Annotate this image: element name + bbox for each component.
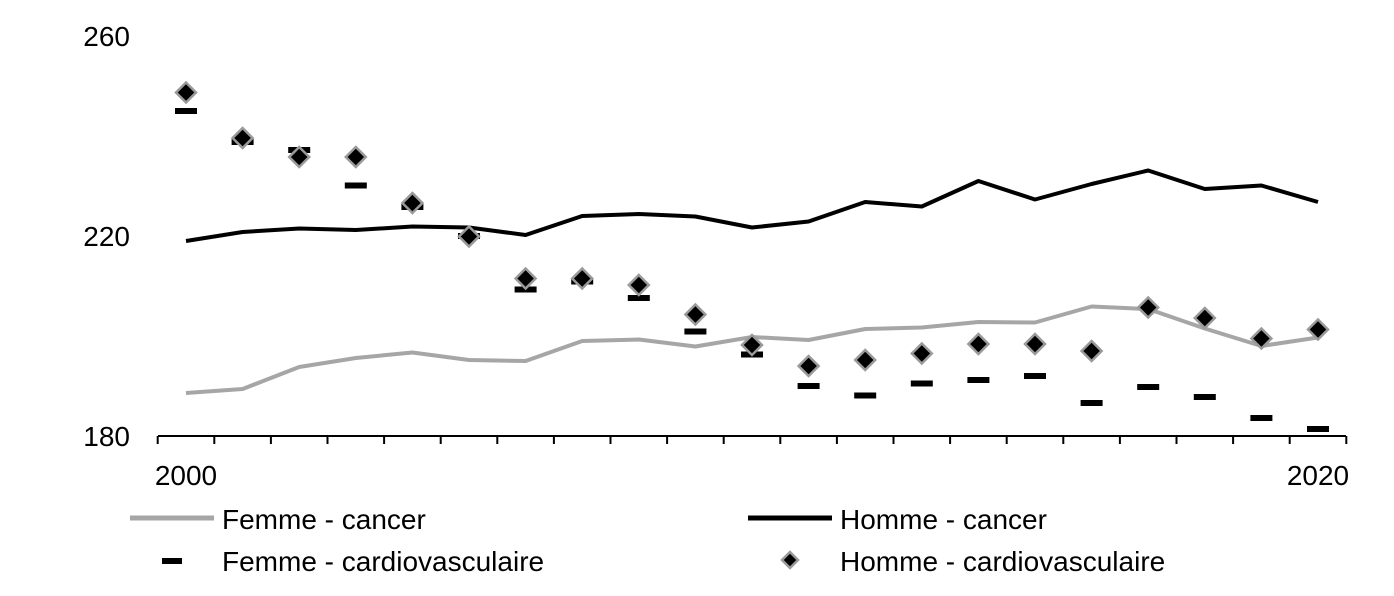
legend-entry-3: Homme - cardiovasculaire — [780, 546, 1165, 577]
y-tick-label: 180 — [83, 421, 130, 452]
data-point-dash — [1307, 426, 1329, 432]
data-point-diamond — [683, 302, 708, 327]
legend-label: Homme - cardiovasculaire — [840, 546, 1165, 577]
data-point-dash — [1080, 400, 1103, 406]
data-point-dash — [1250, 415, 1273, 421]
data-point-diamond — [513, 266, 538, 291]
data-point-diamond — [570, 266, 594, 291]
data-point-diamond — [627, 273, 651, 297]
data-point-diamond — [740, 333, 764, 357]
data-point-dash — [967, 377, 990, 383]
legend-label: Femme - cardiovasculaire — [222, 546, 544, 577]
legend: Femme - cancer Homme - cancer Femme - card… — [130, 504, 1165, 577]
x-tick-label: 2020 — [1287, 460, 1349, 491]
x-tick-label: 2000 — [155, 460, 217, 491]
data-point-dash — [1024, 373, 1046, 379]
data-point-dash — [175, 108, 197, 114]
legend-entry-2: Femme - cardiovasculaire — [162, 546, 544, 577]
series-3 — [174, 80, 1330, 378]
data-point-dash — [684, 328, 707, 335]
legend-entry-0: Femme - cancer — [130, 504, 426, 535]
legend-swatch-diamond — [780, 550, 800, 570]
data-point-dash — [344, 182, 367, 189]
data-point-dash — [854, 392, 877, 399]
data-point-diamond — [796, 354, 821, 378]
y-tick-label: 220 — [83, 221, 130, 252]
data-point-diamond — [1023, 332, 1047, 356]
data-point-diamond — [1306, 317, 1330, 342]
y-tick-label: 260 — [83, 21, 130, 52]
data-point-dash — [1137, 384, 1160, 390]
data-point-diamond — [910, 341, 934, 366]
data-point-diamond — [457, 224, 481, 249]
legend-label: Femme - cancer — [222, 504, 426, 535]
data-point-diamond — [1249, 326, 1274, 351]
series-line — [185, 168, 1319, 243]
data-point-diamond — [230, 126, 255, 150]
data-point-diamond — [853, 348, 877, 372]
series-layer — [174, 80, 1330, 432]
data-point-dash — [627, 295, 650, 301]
data-point-diamond — [344, 145, 368, 169]
data-point-diamond — [174, 80, 198, 105]
legend-swatch-dash — [162, 558, 182, 564]
data-point-dash — [1193, 394, 1216, 400]
data-point-diamond — [966, 332, 991, 356]
data-point-diamond — [1079, 339, 1104, 363]
data-point-dash — [910, 380, 933, 387]
data-point-diamond — [1136, 295, 1160, 320]
data-point-dash — [797, 383, 820, 389]
data-point-diamond — [400, 191, 425, 215]
legend-entry-1: Homme - cancer — [748, 504, 1047, 535]
data-point-diamond — [287, 145, 311, 169]
axes: 2000 2020 180 220 260 — [83, 21, 1349, 491]
data-point-diamond — [1193, 306, 1217, 330]
series-1 — [185, 168, 1319, 243]
legend-label: Homme - cancer — [840, 504, 1047, 535]
